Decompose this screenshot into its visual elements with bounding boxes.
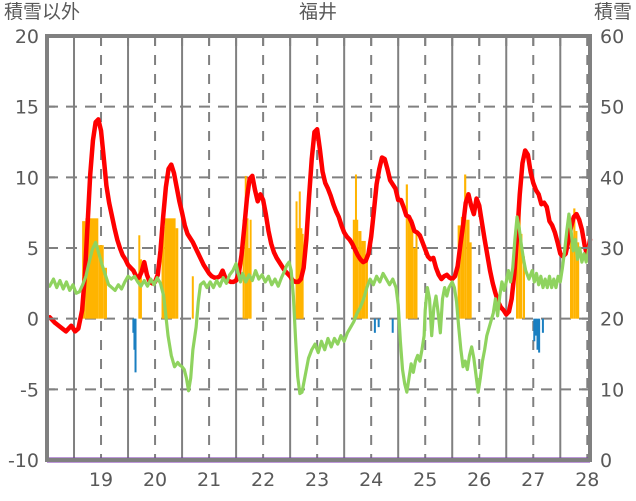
y2-axis-tick-label: 60 — [600, 26, 624, 48]
bar — [523, 256, 526, 319]
bar — [533, 318, 536, 342]
bar — [460, 216, 465, 319]
y-axis-tick-label: 20 — [15, 26, 39, 48]
bar — [575, 231, 578, 319]
bar — [161, 226, 165, 319]
bar — [352, 219, 355, 319]
bar — [515, 239, 519, 319]
y-axis-tick-label: 15 — [15, 97, 39, 119]
bar — [464, 174, 467, 319]
bar — [538, 318, 541, 353]
bar — [297, 228, 300, 319]
bar — [98, 245, 104, 319]
x-axis-tick-label: 24 — [359, 469, 383, 491]
x-axis-tick-label: 20 — [143, 469, 167, 491]
bar — [373, 318, 376, 333]
bar — [103, 267, 107, 319]
bar — [457, 225, 461, 319]
bar — [570, 236, 574, 319]
bar — [415, 231, 418, 319]
bar — [244, 175, 247, 319]
bar — [391, 318, 394, 333]
bar — [518, 211, 521, 319]
y2-axis-tick-label: 0 — [600, 450, 612, 472]
bar — [295, 201, 298, 319]
x-axis-tick-label: 21 — [197, 469, 221, 491]
bar — [246, 218, 249, 319]
right-axis-title: 積雪 — [594, 1, 632, 23]
bar — [577, 242, 580, 319]
y-axis-tick-label: -5 — [20, 379, 39, 401]
x-axis-tick-label: 19 — [89, 469, 113, 491]
y2-axis-tick-label: 40 — [600, 167, 624, 189]
y-axis-tick-label: -10 — [8, 450, 39, 472]
x-axis-tick-label: 27 — [521, 469, 545, 491]
bar — [298, 191, 301, 319]
y2-axis-tick-label: 10 — [600, 379, 624, 401]
bar — [356, 219, 359, 319]
bar — [133, 318, 136, 350]
plot-frame — [45, 34, 592, 462]
bar — [573, 208, 576, 319]
bar — [248, 248, 251, 319]
bar — [534, 318, 537, 336]
bar — [469, 242, 472, 319]
bar — [191, 276, 194, 319]
y2-axis-tick-label: 50 — [600, 97, 624, 119]
bar — [175, 228, 179, 319]
x-axis-tick-label: 28 — [575, 469, 599, 491]
bar — [134, 318, 137, 373]
bar — [407, 219, 414, 319]
bar — [164, 218, 176, 319]
x-axis-tick-label: 25 — [413, 469, 437, 491]
y-axis-tick-label: 0 — [27, 309, 39, 331]
bar — [536, 318, 539, 350]
bar — [413, 248, 416, 319]
y-axis-tick-label: 10 — [15, 167, 39, 189]
bar — [132, 318, 135, 333]
bar — [249, 219, 252, 319]
bar — [466, 219, 470, 319]
bar — [520, 233, 523, 319]
x-axis-tick-label: 23 — [305, 469, 329, 491]
bar — [541, 318, 544, 333]
y-axis-tick-label: 5 — [27, 238, 39, 260]
data-line — [48, 212, 592, 396]
bar — [139, 259, 142, 319]
bar-group — [132, 318, 544, 373]
bar — [242, 219, 245, 319]
page-title: 福井 — [299, 1, 337, 23]
y2-axis-tick-label: 20 — [600, 309, 624, 331]
left-axis-title: 積雪以外 — [4, 1, 80, 23]
bar — [377, 318, 380, 328]
x-axis-tick-label: 26 — [467, 469, 491, 491]
y2-axis-tick-label: 30 — [600, 238, 624, 260]
x-axis-tick-label: 22 — [251, 469, 275, 491]
bar — [358, 231, 362, 319]
bar — [405, 184, 408, 319]
bar — [361, 240, 366, 319]
